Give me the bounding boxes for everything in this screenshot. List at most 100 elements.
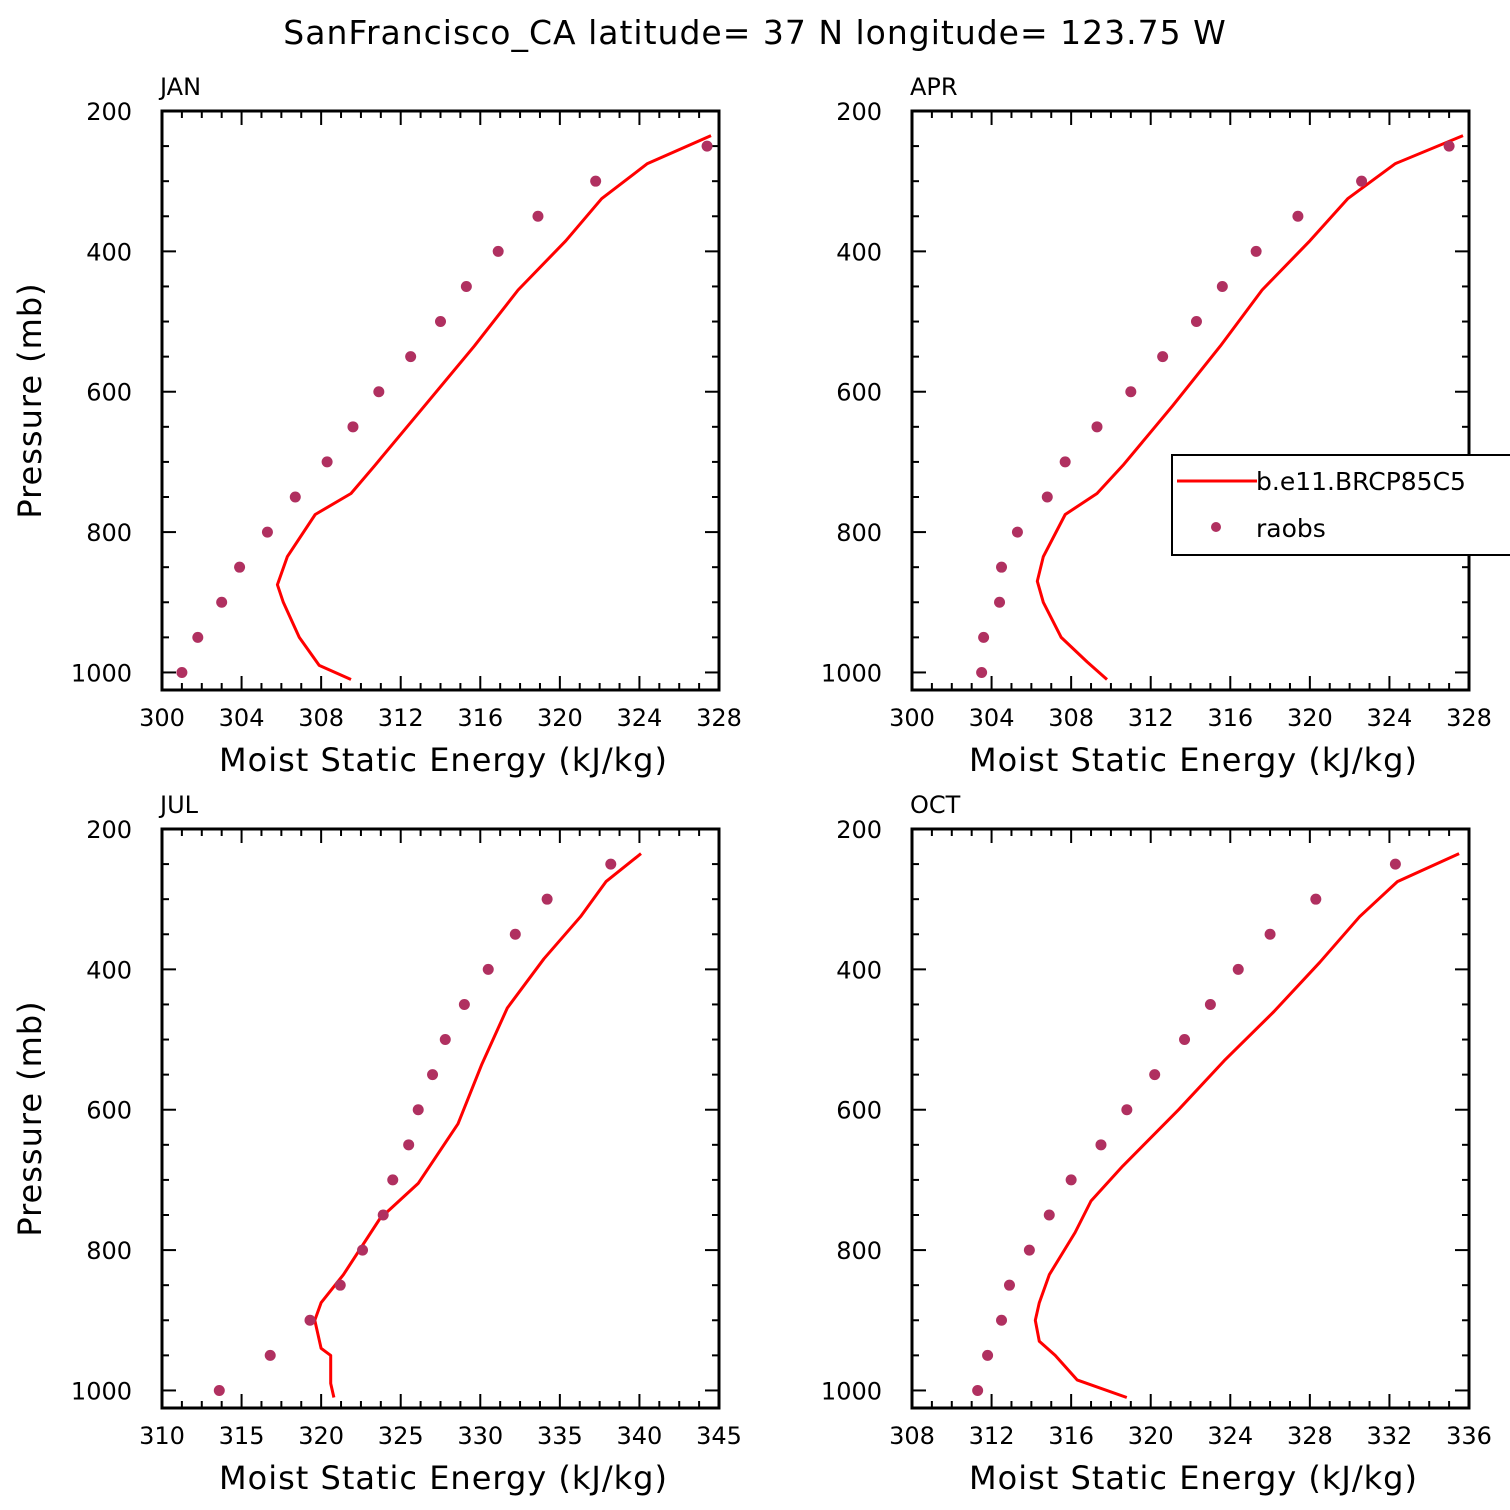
obs-point [1443,140,1455,152]
obs-point [1157,351,1169,363]
x-axis-label: Moist Static Energy (kJ/kg) [219,741,668,779]
obs-point [978,631,990,643]
x-tick-label: 300 [139,704,185,732]
plot-frame [160,827,721,1410]
y-tick-label: 200 [86,98,132,126]
x-tick-label: 320 [1128,1422,1174,1450]
obs-point [403,1139,415,1151]
legend: b.e11.BRCP85C5 raobs [1171,454,1510,556]
obs-point [1065,1174,1077,1186]
y-tick-label: 800 [836,519,882,547]
x-tick-label: 324 [1207,1422,1253,1450]
y-tick-label: 200 [836,98,882,126]
obs-point [1204,998,1216,1010]
x-axis-label: Moist Static Energy (kJ/kg) [969,741,1418,779]
obs-point [1216,280,1228,292]
obs-point [994,596,1006,608]
x-tick-label: 324 [617,704,663,732]
obs-point [1250,245,1262,257]
obs-point [1389,858,1401,870]
obs-point [1041,491,1053,503]
y-axis-label: Pressure (mb) [11,1000,49,1236]
panel-label: JUL [158,791,199,819]
obs-point [590,175,602,187]
obs-point [213,1384,225,1396]
obs-point [1023,1244,1035,1256]
x-tick-label: 320 [1287,704,1333,732]
x-tick-label: 328 [696,704,742,732]
obs-point [377,1209,389,1221]
x-tick-label: 335 [537,1422,583,1450]
obs-point [701,140,713,152]
obs-point [234,561,246,573]
x-tick-label: 316 [1048,1422,1094,1450]
obs-point [605,858,617,870]
x-tick-label: 316 [1207,704,1253,732]
x-tick-label: 308 [298,704,344,732]
panel-oct: OCT 308 312 316 320 324 328 332 336 200 400 600 800 1… [821,791,1492,1497]
y-tick-label: 600 [86,379,132,407]
panel-label: APR [910,73,958,101]
model-series-line [313,852,642,1398]
legend-model-label: b.e11.BRCP85C5 [1256,467,1466,496]
obs-point [482,963,494,975]
legend-obs-swatch [1211,522,1221,532]
obs-point [435,316,446,328]
obs-point [289,491,301,503]
obs-point [373,386,385,398]
x-tick-label: 320 [537,704,583,732]
y-tick-label: 600 [836,379,882,407]
x-tick-label: 328 [1446,704,1492,732]
obs-point [972,1384,984,1396]
legend-box [1171,454,1510,556]
obs-point [492,245,504,257]
obs-point [1264,928,1276,940]
obs-point [1095,1139,1107,1151]
obs-point [264,1349,276,1361]
obs-point [1003,1279,1015,1291]
x-tick-label: 310 [139,1422,185,1450]
x-tick-label: 312 [969,1422,1015,1450]
obs-point [1121,1104,1133,1116]
x-tick-label: 316 [457,704,503,732]
obs-point [541,893,553,905]
x-axis-label: Moist Static Energy (kJ/kg) [969,1459,1418,1497]
obs-point [1356,175,1368,187]
obs-point [176,666,188,678]
obs-point [427,1069,439,1081]
x-tick-label: 300 [889,704,935,732]
obs-point [1190,316,1202,328]
obs-point [982,1349,994,1361]
x-tick-label: 312 [1128,704,1174,732]
obs-point [1059,456,1071,468]
x-tick-label: 340 [617,1422,663,1450]
obs-point [996,1314,1008,1326]
x-tick-label: 332 [1367,1422,1413,1450]
legend-obs-label: raobs [1256,514,1326,543]
panel-jul: JUL 310 315 320 325 330 335 340 345 200 400 600 800 1… [11,791,742,1497]
obs-point [509,928,521,940]
x-tick-label: 320 [298,1422,344,1450]
y-tick-label: 400 [836,956,882,984]
x-axis-label: Moist Static Energy (kJ/kg) [219,1459,668,1497]
x-tick-label: 304 [969,704,1015,732]
x-tick-label: 312 [378,704,424,732]
obs-point [1232,963,1244,975]
model-series-line [275,134,712,681]
obs-point [439,1034,451,1046]
y-axis-label: Pressure (mb) [11,282,49,518]
plot-frame [160,109,721,692]
plot-frame [910,827,1471,1410]
obs-point [192,631,204,643]
y-tick-label: 1000 [821,659,882,687]
y-tick-label: 800 [836,1237,882,1265]
obs-point [216,596,228,608]
y-tick-label: 400 [836,238,882,266]
model-series-line [1033,852,1460,1399]
x-tick-label: 336 [1446,1422,1492,1450]
obs-point [261,526,273,538]
panel-jan: JAN 300 304 308 312 316 320 324 328 200 400 600 800 1… [11,73,742,779]
obs-point [1310,893,1322,905]
obs-point [321,456,333,468]
obs-point [1125,386,1137,398]
